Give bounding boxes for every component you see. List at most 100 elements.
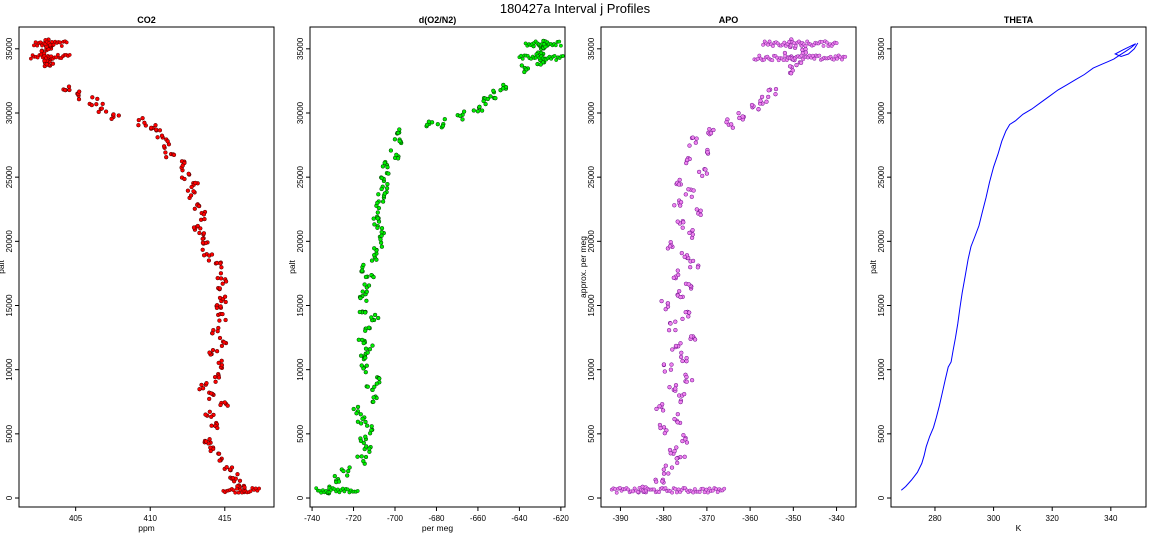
band-point	[519, 53, 523, 58]
panel-title: CO2	[137, 15, 156, 25]
data-point	[155, 135, 160, 140]
band-point	[67, 53, 72, 57]
data-point	[661, 362, 667, 367]
data-point	[354, 411, 359, 416]
data-point	[171, 152, 177, 158]
data-point	[675, 268, 680, 273]
plot-frame	[18, 26, 275, 508]
data-point	[698, 208, 703, 213]
data-point	[667, 385, 672, 390]
x-tick-label: -380	[656, 514, 673, 523]
data-point	[683, 192, 688, 197]
data-point	[426, 119, 432, 124]
data-point	[371, 274, 376, 280]
data-point	[199, 382, 204, 388]
data-point	[165, 139, 170, 144]
data-point	[185, 188, 191, 193]
x-tick-label: -370	[699, 514, 716, 523]
data-point	[690, 228, 695, 233]
band-point	[817, 53, 822, 58]
x-tick-label: 280	[928, 514, 942, 523]
data-point	[217, 335, 223, 341]
x-tick-label: -740	[304, 514, 321, 523]
data-point	[347, 465, 352, 470]
data-point	[164, 155, 169, 160]
figure-title: 180427a Interval j Profiles	[500, 1, 651, 16]
data-point	[217, 318, 222, 323]
band-point	[782, 40, 787, 45]
data-point	[371, 216, 376, 221]
band-point	[618, 485, 622, 490]
data-point	[707, 127, 712, 132]
data-point	[207, 350, 212, 355]
x-tick-label: 340	[1104, 514, 1118, 523]
y-tick-label: 15000	[296, 294, 305, 317]
y-tick-label: 35000	[877, 37, 886, 60]
data-point	[691, 188, 696, 193]
data-point	[369, 258, 375, 263]
data-point	[77, 89, 82, 94]
data-point	[693, 140, 698, 145]
data-point	[442, 117, 447, 122]
data-point	[209, 423, 214, 428]
data-point	[367, 347, 373, 352]
band-point	[831, 57, 836, 62]
data-point	[375, 216, 380, 221]
data-point	[663, 463, 668, 468]
data-point	[191, 225, 197, 230]
data-point	[657, 422, 663, 428]
data-point	[363, 370, 368, 375]
band-point	[652, 487, 656, 492]
data-layer	[609, 37, 848, 495]
data-point	[689, 334, 694, 339]
data-point	[136, 117, 141, 123]
panels: CO2 405 410 415 0 5000 10000 15000 20000 25000 300…	[0, 15, 1147, 533]
y-tick-label: 30000	[877, 101, 886, 124]
y-tick-label: 5000	[877, 424, 886, 442]
data-point	[103, 109, 109, 114]
band-point	[32, 43, 36, 48]
data-point	[687, 143, 692, 148]
band-point	[771, 44, 775, 48]
panel-title: APO	[719, 15, 739, 25]
data-point	[372, 312, 378, 318]
data-point	[357, 309, 362, 315]
data-point	[204, 381, 209, 386]
data-point	[374, 381, 379, 386]
data-point	[207, 396, 212, 402]
data-point	[677, 289, 682, 294]
data-point	[680, 225, 685, 230]
data-point	[364, 444, 369, 449]
band-point	[51, 42, 56, 47]
data-point	[375, 210, 380, 215]
data-point	[690, 135, 695, 140]
data-point	[661, 467, 666, 472]
data-point	[379, 229, 384, 235]
data-point	[475, 109, 481, 114]
band-point	[810, 53, 815, 58]
data-layer	[900, 42, 1139, 491]
data-point	[163, 150, 168, 155]
data-point	[424, 122, 430, 127]
data-point	[149, 125, 154, 130]
data-point	[667, 244, 673, 249]
data-point	[198, 217, 204, 222]
y-tick-label: 10000	[587, 358, 596, 381]
band-point	[520, 56, 525, 61]
band-point	[722, 486, 727, 491]
data-point	[666, 328, 672, 333]
data-point	[359, 268, 365, 273]
data-point	[224, 465, 229, 470]
data-point	[394, 152, 399, 157]
band-point	[840, 57, 844, 62]
data-point	[684, 355, 689, 361]
y-tick-label: 15000	[877, 294, 886, 317]
data-point	[686, 187, 691, 192]
data-point	[676, 182, 682, 187]
data-point	[392, 137, 398, 142]
data-point	[365, 350, 370, 355]
data-point	[363, 419, 368, 425]
data-point	[379, 186, 384, 192]
data-point	[360, 289, 365, 294]
data-point	[208, 448, 213, 454]
